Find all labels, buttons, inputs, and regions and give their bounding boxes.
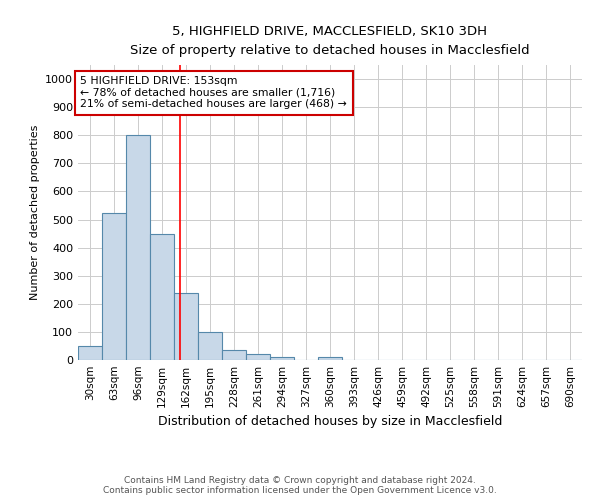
Text: Contains HM Land Registry data © Crown copyright and database right 2024.
Contai: Contains HM Land Registry data © Crown c… [103,476,497,495]
X-axis label: Distribution of detached houses by size in Macclesfield: Distribution of detached houses by size … [158,416,502,428]
Title: 5, HIGHFIELD DRIVE, MACCLESFIELD, SK10 3DH
Size of property relative to detached: 5, HIGHFIELD DRIVE, MACCLESFIELD, SK10 3… [130,25,530,57]
Bar [150,234,174,360]
Bar [222,350,246,360]
Bar [270,356,294,360]
Bar [126,135,150,360]
Bar [102,212,126,360]
Bar [318,357,342,360]
Bar [78,346,102,360]
Bar [246,354,270,360]
Text: 5 HIGHFIELD DRIVE: 153sqm
← 78% of detached houses are smaller (1,716)
21% of se: 5 HIGHFIELD DRIVE: 153sqm ← 78% of detac… [80,76,347,110]
Bar [174,292,198,360]
Y-axis label: Number of detached properties: Number of detached properties [29,125,40,300]
Bar [198,332,222,360]
